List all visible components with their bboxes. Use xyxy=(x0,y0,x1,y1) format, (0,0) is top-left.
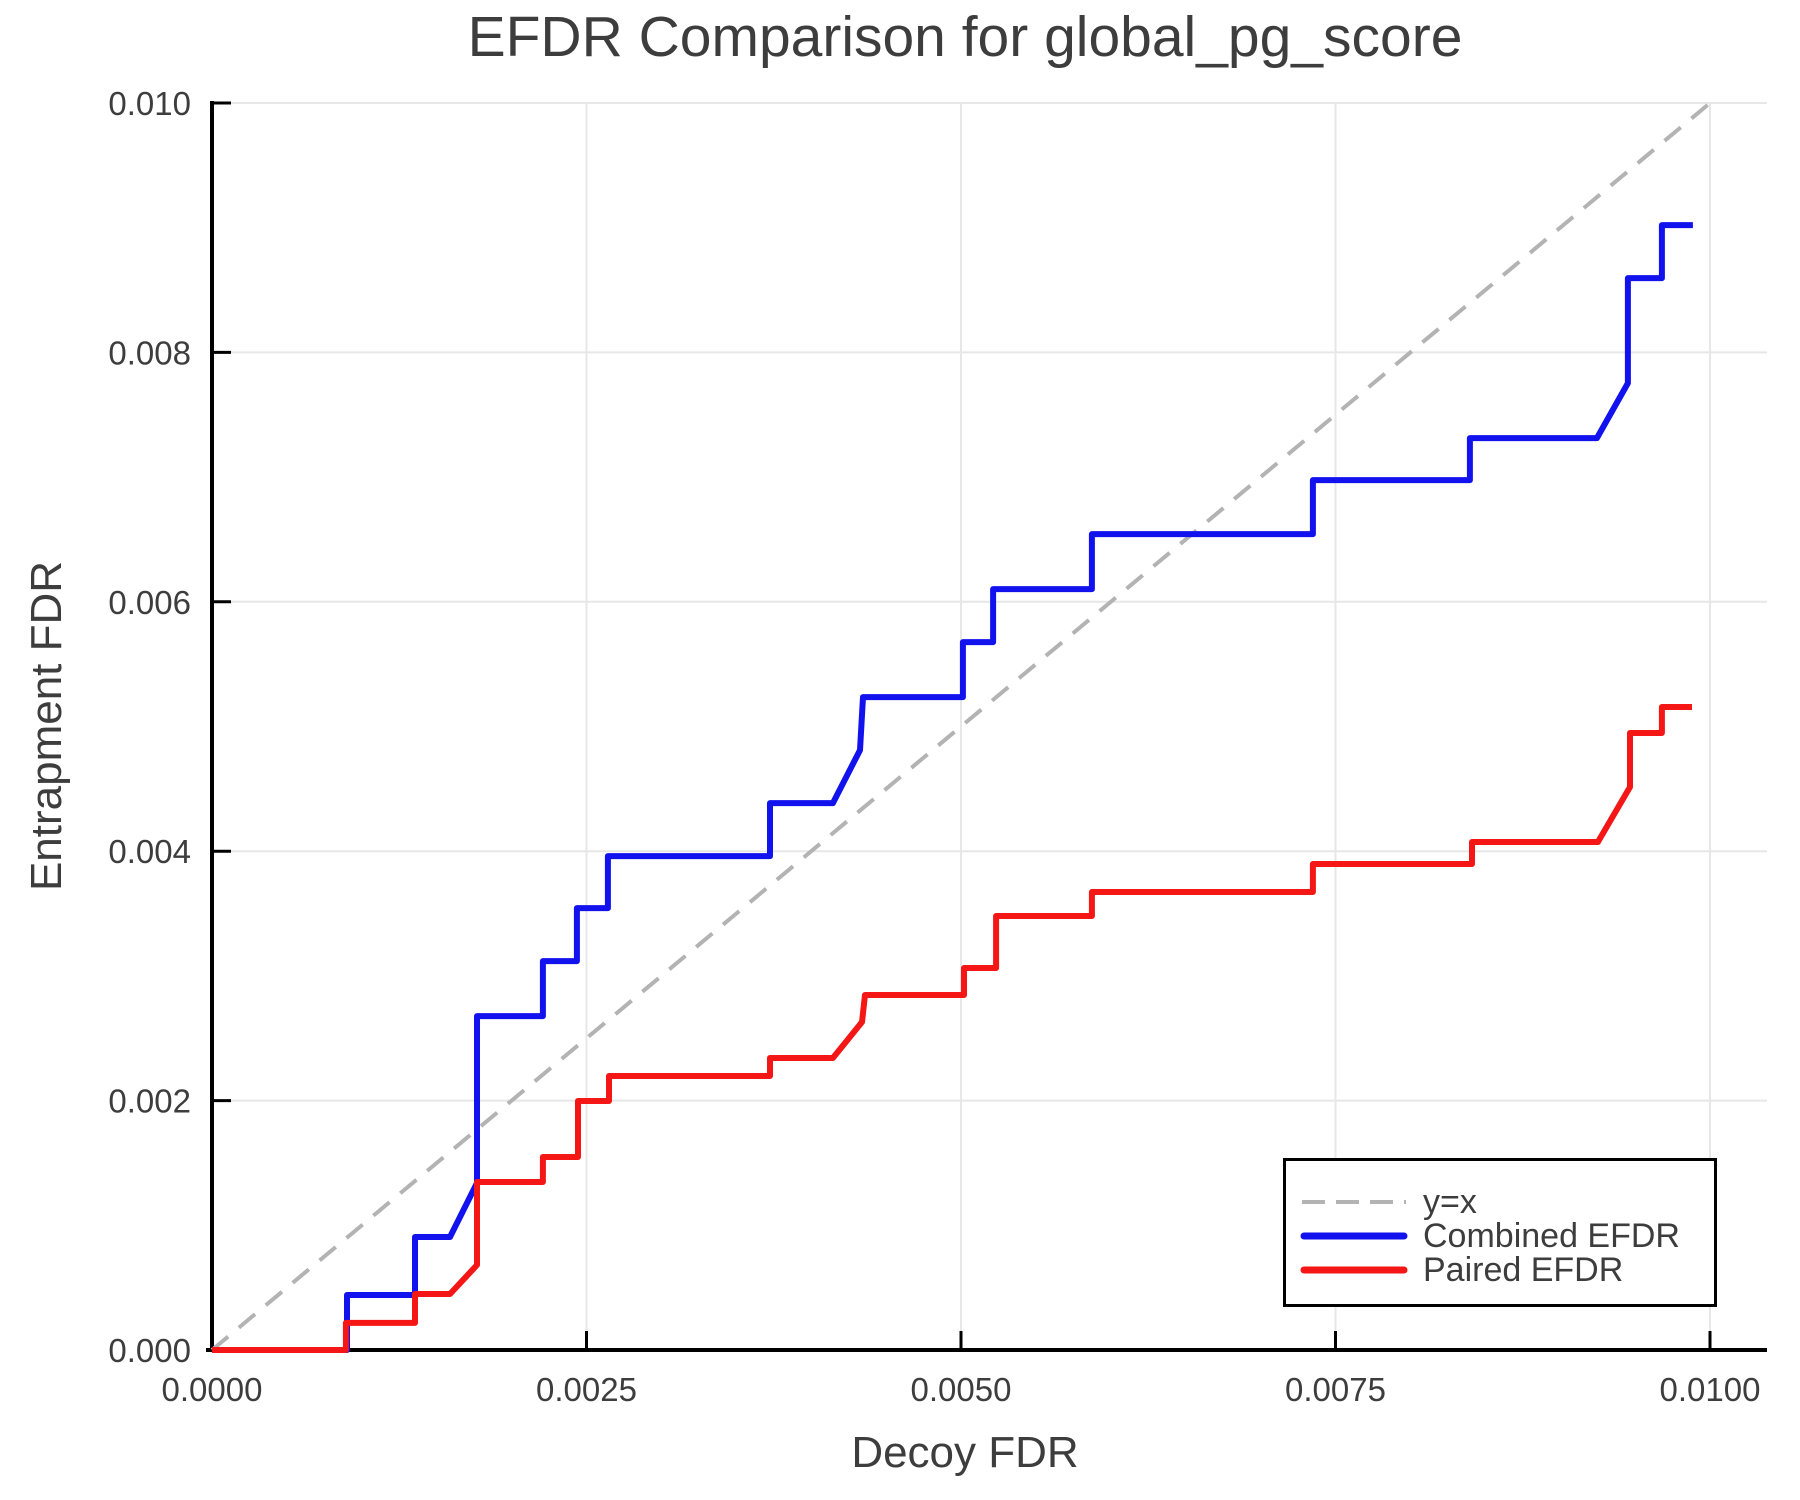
x-axis-label: Decoy FDR xyxy=(851,1428,1079,1477)
paired-efdr-line xyxy=(212,704,1692,1353)
y-tick-label: 0.010 xyxy=(108,85,191,122)
chart-title: EFDR Comparison for global_pg_score xyxy=(467,5,1463,69)
legend-item-combined: Combined EFDR xyxy=(1300,1219,1714,1253)
y-tick-label: 0.004 xyxy=(108,833,191,870)
legend-label-paired: Paired EFDR xyxy=(1423,1251,1624,1289)
identity-dashed-line-sample xyxy=(1302,1200,1406,1204)
x-tick-label: 0.0050 xyxy=(911,1371,1012,1408)
combined-line-sample xyxy=(1300,1232,1408,1240)
x-tick-label: 0.0025 xyxy=(536,1371,637,1408)
x-tick-label: 0.0075 xyxy=(1285,1371,1386,1408)
paired-line-sample xyxy=(1300,1266,1408,1274)
combined-efdr-line xyxy=(212,222,1693,1353)
x-tick-label: 0.0000 xyxy=(162,1371,263,1408)
legend: y=x Combined EFDR Paired EFDR xyxy=(1283,1158,1717,1307)
y-tick-label: 0.006 xyxy=(108,584,191,621)
y-tick-label: 0.000 xyxy=(108,1332,191,1369)
x-tick-label: 0.0100 xyxy=(1660,1371,1761,1408)
identity-line xyxy=(210,101,1712,1352)
y-tick-label: 0.008 xyxy=(108,334,191,371)
y-tick-label: 0.002 xyxy=(108,1083,191,1120)
y-axis-label: Entrapment FDR xyxy=(22,560,71,892)
legend-label-combined: Combined EFDR xyxy=(1423,1217,1680,1255)
legend-label-identity: y=x xyxy=(1423,1183,1477,1221)
legend-item-paired: Paired EFDR xyxy=(1300,1253,1714,1287)
legend-item-identity: y=x xyxy=(1300,1185,1714,1219)
